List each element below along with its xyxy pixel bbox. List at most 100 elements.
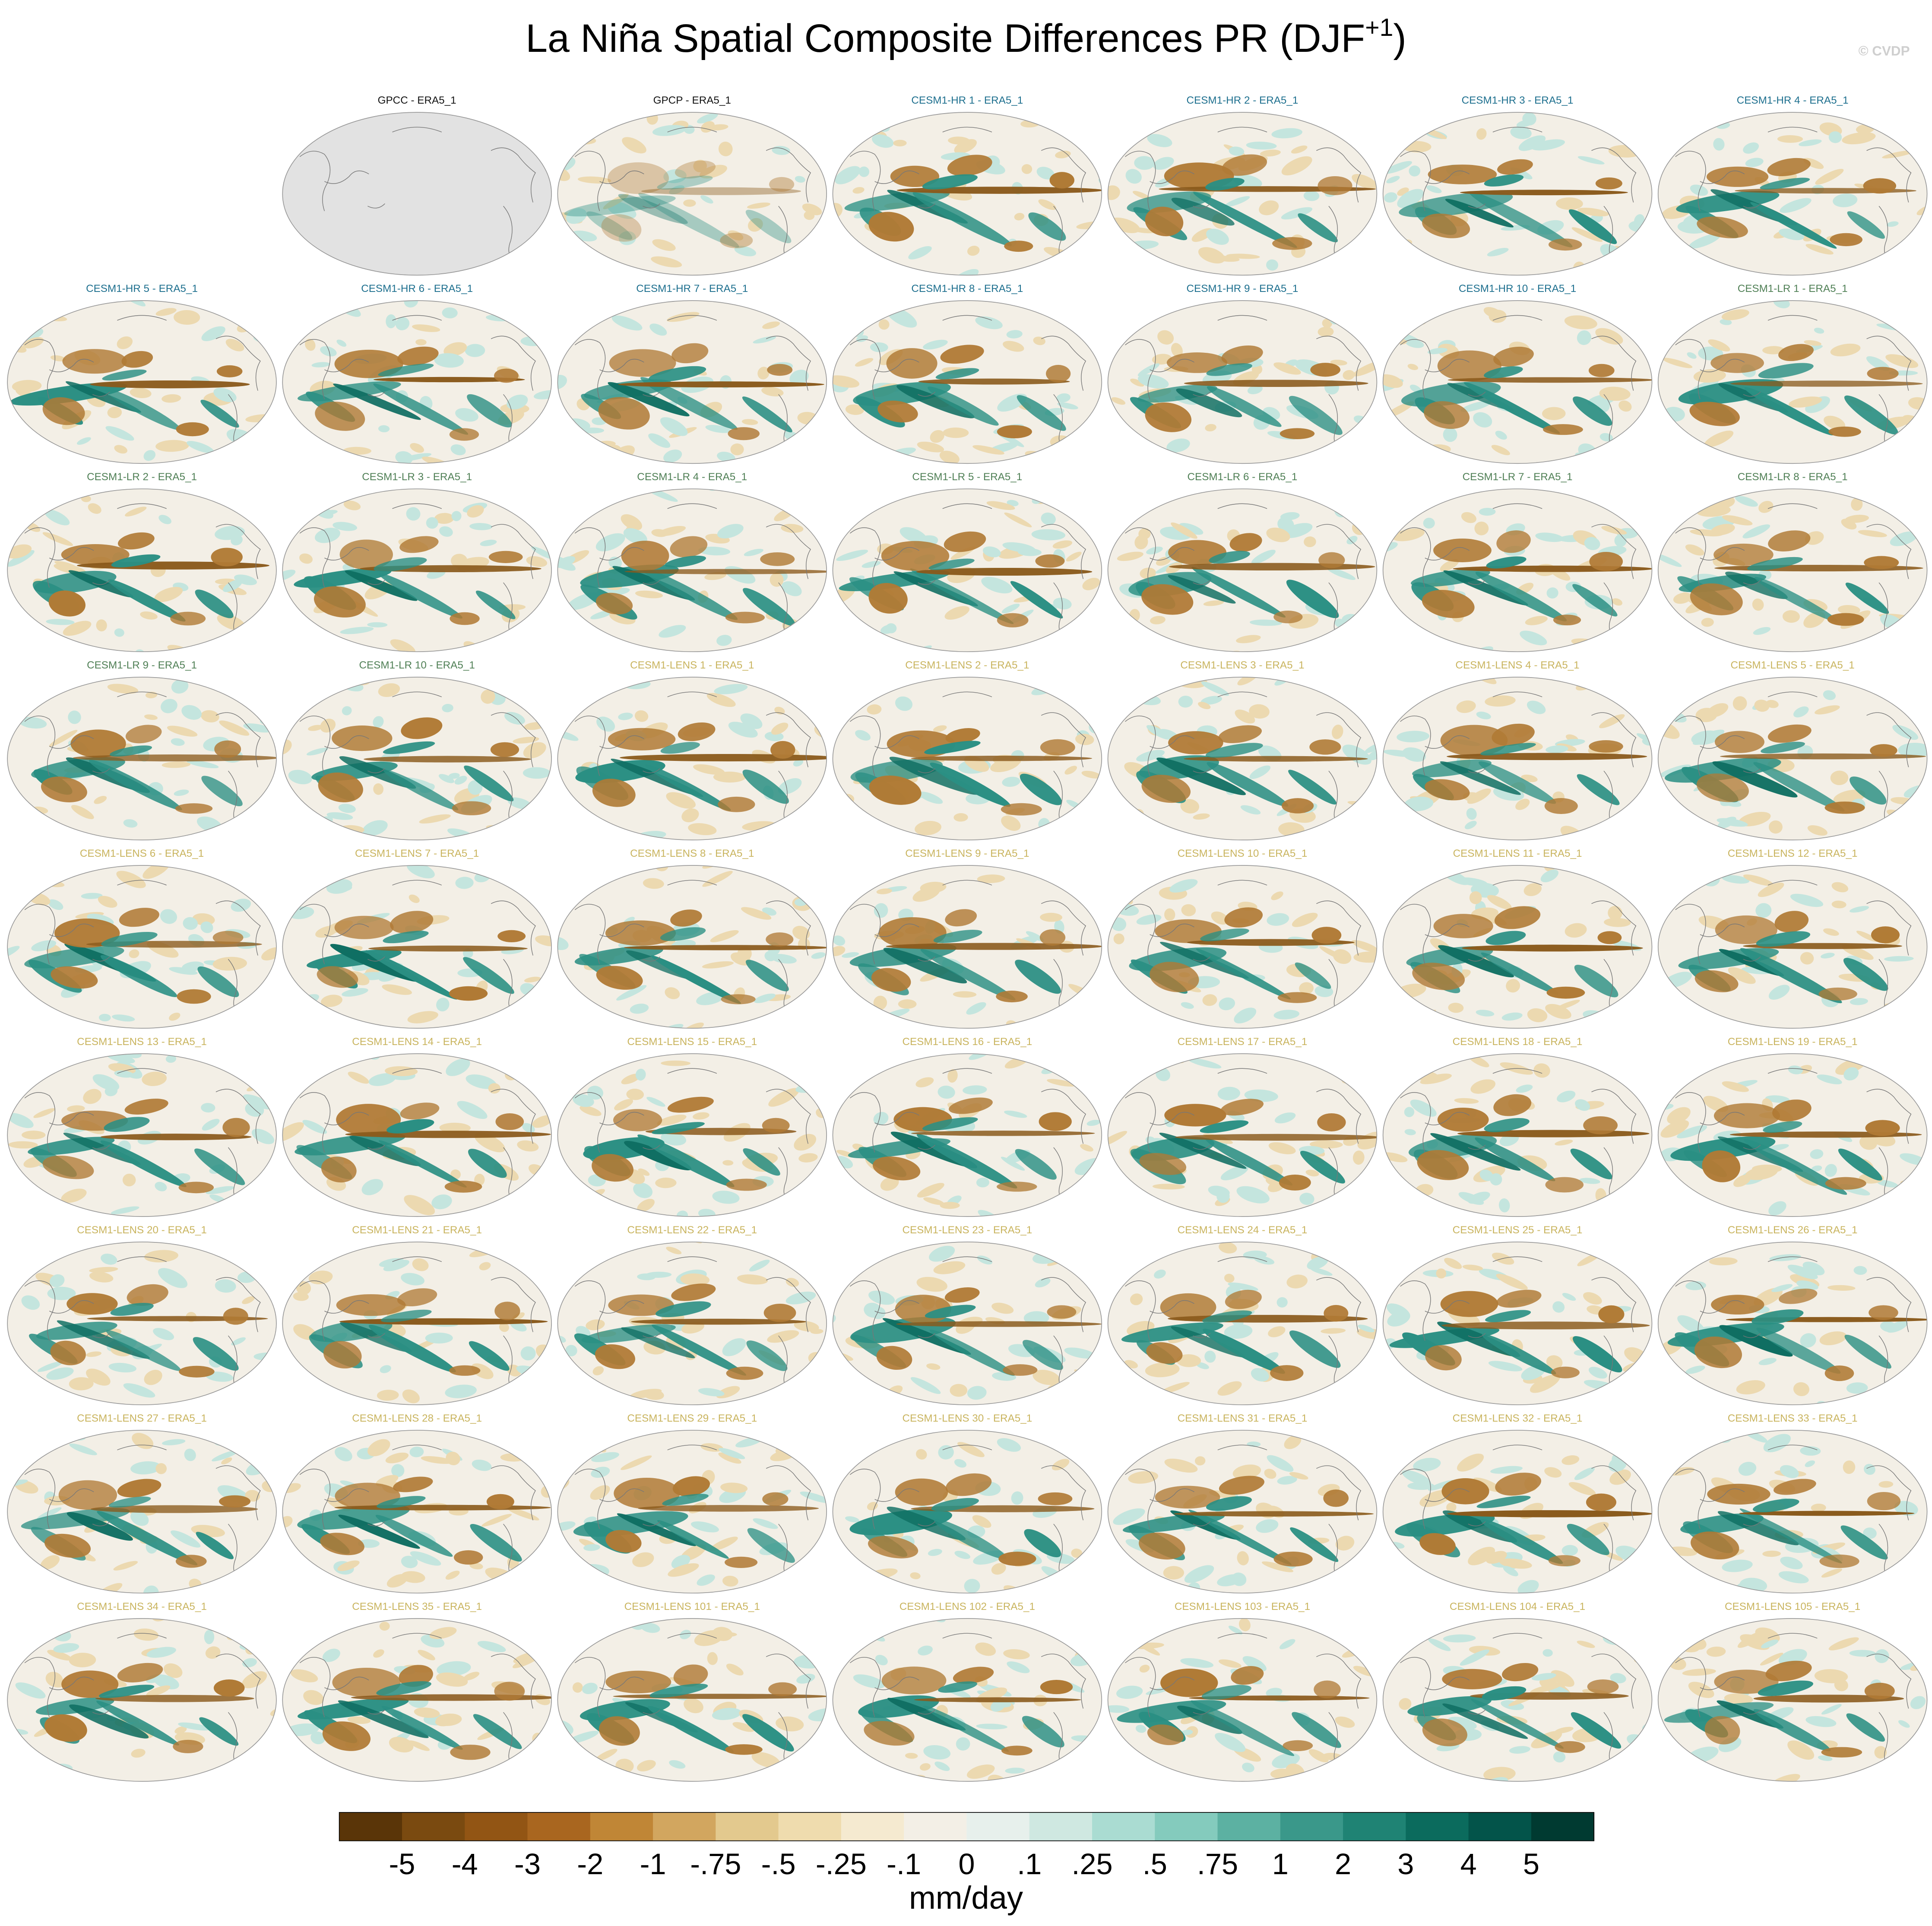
anomaly	[714, 684, 748, 694]
anomaly	[975, 1642, 996, 1656]
anomaly	[1454, 1098, 1479, 1104]
anomaly	[1163, 1566, 1184, 1580]
anomaly	[1040, 1679, 1073, 1695]
anomaly	[1279, 1174, 1311, 1191]
anomaly	[40, 1555, 60, 1570]
anomaly	[328, 1414, 353, 1427]
anomaly	[1028, 212, 1066, 241]
colorbar-swatch	[402, 1812, 466, 1841]
anomaly	[295, 1133, 406, 1156]
panel-title: CESM1-LR 7 - ERA5_1	[1463, 471, 1573, 483]
anomaly	[645, 764, 731, 811]
anomaly	[421, 1456, 453, 1464]
anomaly	[1555, 1741, 1585, 1753]
anomaly	[1546, 745, 1568, 753]
anomaly	[876, 888, 892, 894]
anomaly	[1805, 244, 1834, 255]
anomaly	[318, 772, 363, 802]
anomaly	[106, 1330, 181, 1371]
map-field	[557, 112, 827, 276]
coastline	[1400, 1633, 1637, 1767]
anomaly	[997, 613, 1029, 627]
anomaly	[923, 1197, 944, 1205]
anomaly	[336, 339, 347, 347]
anomaly	[1828, 426, 1861, 437]
map	[1657, 1430, 1928, 1593]
anomaly	[107, 406, 122, 418]
anomaly	[333, 383, 421, 420]
anomaly	[886, 348, 937, 379]
anomaly	[1702, 1150, 1741, 1182]
anomaly	[1535, 532, 1564, 542]
anomaly	[1542, 407, 1566, 420]
anomaly	[1752, 599, 1764, 611]
panel-title: CESM1-LR 5 - ERA5_1	[912, 471, 1022, 483]
panel-title: CESM1-HR 7 - ERA5_1	[636, 283, 748, 295]
panel-title: CESM1-LENS 23 - ERA5_1	[902, 1224, 1032, 1236]
panel-title: GPCC - ERA5_1	[378, 95, 456, 106]
anomaly	[1773, 301, 1790, 308]
anomaly	[1516, 120, 1533, 128]
anomaly	[98, 1014, 111, 1022]
anomaly	[1023, 457, 1042, 464]
anomaly	[212, 957, 247, 971]
map-field	[282, 1618, 552, 1782]
anomaly	[598, 397, 650, 430]
anomaly	[1116, 1685, 1143, 1699]
anomaly	[1597, 931, 1622, 944]
anomaly	[1818, 1755, 1833, 1761]
anomaly	[1758, 363, 1814, 379]
map-outline	[1382, 677, 1653, 841]
anomaly	[1176, 1354, 1201, 1367]
anomaly	[334, 915, 394, 939]
anomaly	[12, 380, 42, 393]
anomaly	[412, 324, 440, 332]
anomaly	[1527, 1008, 1548, 1023]
anomaly	[1510, 126, 1532, 139]
anomaly	[1407, 364, 1419, 370]
anomaly	[641, 187, 801, 195]
anomaly	[1132, 636, 1157, 648]
anomaly	[1207, 386, 1282, 427]
panel-title: CESM1-LENS 25 - ERA5_1	[1453, 1224, 1583, 1236]
anomaly	[1573, 396, 1612, 426]
anomaly	[724, 1556, 758, 1568]
anomaly	[1658, 139, 1683, 150]
anomaly	[1242, 1656, 1267, 1672]
anomaly	[1300, 1150, 1345, 1184]
anomaly	[1754, 700, 1770, 712]
anomaly	[1333, 1792, 1348, 1805]
anomaly	[89, 760, 182, 811]
anomaly	[1392, 529, 1425, 542]
colorbar-swatch	[339, 1812, 402, 1841]
map	[832, 488, 1102, 653]
anomaly	[63, 621, 92, 636]
anomaly	[1268, 1142, 1296, 1154]
anomaly	[1608, 906, 1622, 920]
map	[282, 865, 552, 1029]
map	[1657, 1618, 1928, 1782]
anomaly	[1475, 572, 1567, 621]
panel-title: CESM1-LENS 19 - ERA5_1	[1728, 1036, 1858, 1048]
anomaly	[580, 1106, 602, 1116]
anomaly	[67, 1512, 133, 1541]
anomaly	[861, 277, 884, 296]
anomaly	[1108, 328, 1117, 338]
anomaly	[1463, 1430, 1473, 1435]
coastline	[574, 1444, 811, 1579]
anomaly	[154, 587, 183, 602]
coastline	[1400, 1444, 1637, 1579]
anomaly	[613, 1109, 662, 1131]
anomaly	[1320, 1418, 1350, 1437]
anomaly	[1292, 912, 1318, 927]
anomaly	[1480, 1519, 1563, 1564]
anomaly	[717, 524, 744, 539]
panel-title: CESM1-LENS 8 - ERA5_1	[630, 848, 754, 859]
anomaly	[36, 464, 69, 480]
anomaly	[1692, 1229, 1720, 1248]
anomaly	[412, 1258, 429, 1271]
anomaly	[998, 1552, 1036, 1566]
anomaly	[1282, 523, 1313, 539]
anomaly	[471, 652, 498, 670]
map	[1107, 300, 1378, 464]
